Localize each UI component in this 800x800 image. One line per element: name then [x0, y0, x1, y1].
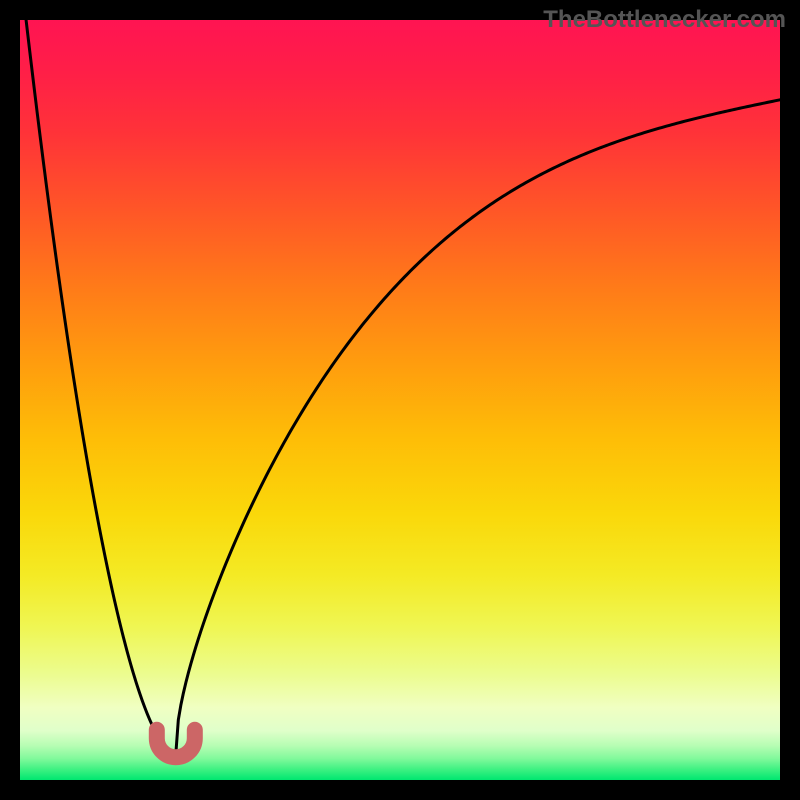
- chart-svg: [0, 0, 800, 800]
- chart-frame: TheBottlenecker.com: [0, 0, 800, 800]
- watermark-text: TheBottlenecker.com: [543, 6, 786, 34]
- gradient-plot-area: [20, 20, 780, 780]
